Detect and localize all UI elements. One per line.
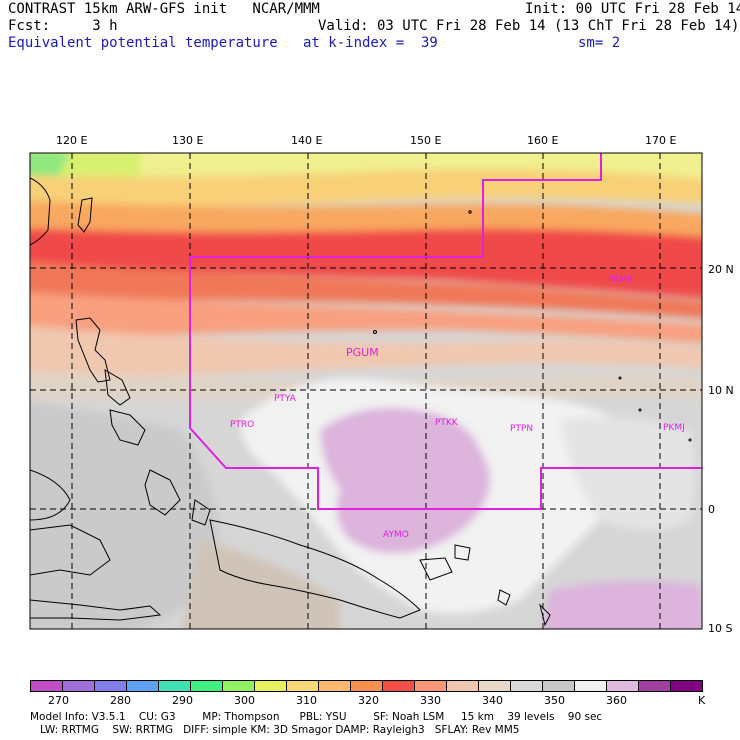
colorbar-swatch [30, 680, 63, 692]
lat-label-10n: 10 N [708, 384, 734, 397]
colorbar-swatch [542, 680, 575, 692]
colorbar-swatch [158, 680, 191, 692]
station-pkmr: PKMR [608, 275, 633, 285]
colorbar-label-350: 350 [544, 694, 565, 707]
model-title: CONTRAST 15km ARW-GFS init NCAR/MMM [8, 1, 320, 17]
colorbar-swatch [350, 680, 383, 692]
colorbar-swatch [254, 680, 287, 692]
lon-label-140: 140 E [291, 134, 323, 147]
station-aymo: AYMO [383, 530, 409, 540]
level-label: at k-index = 39 [303, 35, 438, 51]
colorbar-swatch [62, 680, 95, 692]
smooth-label: sm= 2 [578, 35, 621, 51]
lon-label-150: 150 E [410, 134, 442, 147]
forecast-hour: Fcst: 3 h [8, 18, 118, 34]
colorbar-label-340: 340 [482, 694, 503, 707]
init-time: Init: 00 UTC Fri 28 Feb 14 [525, 1, 740, 17]
lat-label-20n: 20 N [708, 263, 734, 276]
field-name: Equivalent potential temperature [8, 35, 278, 51]
coastlines [30, 177, 692, 627]
model-info-line2: LW: RRTMG SW: RRTMG DIFF: simple KM: 3D … [40, 724, 520, 736]
colorbar-swatch [126, 680, 159, 692]
station-ptro: PTRO [230, 420, 254, 430]
model-info-line1: Model Info: V3.5.1 CU: G3 MP: Thompson P… [30, 711, 603, 723]
colorbar-label-360: 360 [606, 694, 627, 707]
map-frame [29, 152, 703, 630]
colorbar-swatch [382, 680, 415, 692]
colorbar-swatch [478, 680, 511, 692]
colorbar-swatch [190, 680, 223, 692]
colorbar-swatch [638, 680, 671, 692]
colorbar-label-270: 270 [48, 694, 69, 707]
colorbar-label-330: 330 [420, 694, 441, 707]
colorbar-swatch [286, 680, 319, 692]
theta-e-field: PKMR PGUM PTYA PTRO PTKK PTPN PKMJ AYMO [30, 153, 702, 629]
valid-time: Valid: 03 UTC Fri 28 Feb 14 (13 ChT Fri … [318, 18, 740, 34]
colorbar-swatch [446, 680, 479, 692]
colorbar-swatch [318, 680, 351, 692]
colorbar-swatch [222, 680, 255, 692]
lon-label-170: 170 E [645, 134, 677, 147]
lat-label-0: 0 [708, 503, 715, 516]
station-pgum: PGUM [346, 346, 379, 359]
colorbar-swatch [510, 680, 543, 692]
station-ptya: PTYA [274, 394, 297, 404]
colorbar-swatch [574, 680, 607, 692]
colorbar-swatch [414, 680, 447, 692]
colorbar-swatch [94, 680, 127, 692]
colorbar-label-280: 280 [110, 694, 131, 707]
station-pkmj: PKMJ [663, 423, 685, 433]
colorbar-swatch [670, 680, 703, 692]
station-ptkk: PTKK [435, 418, 459, 428]
station-labels: PKMR PGUM PTYA PTRO PTKK PTPN PKMJ AYMO [230, 275, 685, 540]
colorbar-swatch [606, 680, 639, 692]
colorbar-unit: K [698, 694, 706, 707]
lon-label-130: 130 E [172, 134, 204, 147]
colorbar-label-320: 320 [358, 694, 379, 707]
lon-label-160: 160 E [527, 134, 559, 147]
lat-label-10s: 10 S [708, 622, 733, 635]
station-ptpn: PTPN [510, 424, 533, 434]
lon-label-120: 120 E [56, 134, 88, 147]
region-boundary [189, 153, 702, 510]
colorbar-label-290: 290 [172, 694, 193, 707]
colorbar-label-310: 310 [296, 694, 317, 707]
colorbar-label-300: 300 [234, 694, 255, 707]
